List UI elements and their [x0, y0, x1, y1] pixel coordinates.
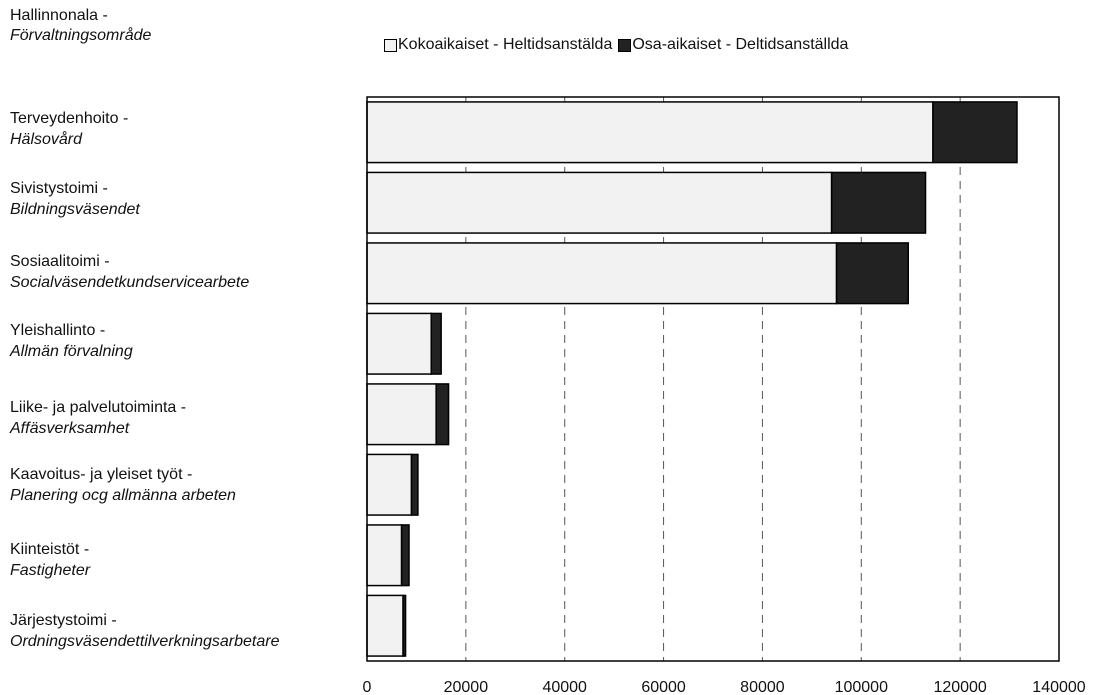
category-label: Liike- ja palvelutoiminta - Affäsverksam… [10, 397, 186, 439]
plot-frame [366, 96, 1060, 662]
category-label-sv: Hälsovård [10, 131, 83, 148]
legend-swatch-fulltime [384, 38, 397, 52]
x-tick-label: 140000 [1032, 679, 1085, 695]
x-tick-label: 120000 [933, 679, 986, 695]
legend-label-parttime: Osa-aikaiset - Deltidsanställda [632, 36, 849, 53]
legend: Kokoaikaiset - Heltidsanstälda Osa-aikai… [384, 36, 854, 54]
category-axis-title: Hallinnonala - Förvaltningsområde [10, 6, 151, 46]
bar-segment-parttime [830, 171, 927, 234]
category-label-fi: Terveydenhoito - [10, 110, 129, 127]
bar-segment-parttime [435, 383, 450, 446]
bar-segment-fulltime [366, 524, 403, 587]
bar-segment-fulltime [366, 453, 413, 516]
category-label-sv: Planering ocg allmänna arbeten [10, 487, 236, 504]
category-label-fi: Sivistystoimi - [10, 180, 108, 197]
category-label-sv: Bildningsväsendet [10, 201, 140, 218]
x-tick-label: 60000 [641, 679, 686, 695]
bar-segment-parttime [410, 453, 419, 516]
x-tick-label: 100000 [835, 679, 888, 695]
bar-segment-parttime [932, 101, 1018, 164]
category-label-fi: Sosiaalitoimi - [10, 253, 110, 270]
category-label-fi: Yleishallinto - [10, 322, 106, 339]
category-label-sv: Allmän förvalning [10, 343, 133, 360]
bar-segment-parttime [402, 594, 407, 657]
x-tick-label: 20000 [444, 679, 489, 695]
legend-item-parttime: Osa-aikaiset - Deltidsanställda [618, 36, 848, 54]
category-label-fi: Liike- ja palvelutoiminta - [10, 399, 187, 416]
bar-segment-fulltime [366, 383, 437, 446]
bar-segment-parttime [835, 242, 909, 305]
category-label-fi: Järjestystoimi - [10, 612, 117, 629]
legend-swatch-parttime [618, 38, 632, 52]
category-label: Kaavoitus- ja yleiset työt - Planering o… [10, 464, 236, 506]
category-label: Järjestystoimi - Ordningsväsendettilverk… [10, 610, 279, 652]
category-label: Sosiaalitoimi - Socialväsendetkundservic… [10, 251, 249, 293]
category-label-sv: Affäsverksamhet [10, 420, 130, 437]
x-tick-label: 40000 [542, 679, 587, 695]
category-label: Terveydenhoito - Hälsovård [10, 108, 128, 150]
category-label-fi: Kiinteistöt - [10, 541, 90, 558]
x-tick-label: 80000 [740, 679, 785, 695]
bar-segment-parttime [430, 312, 442, 375]
category-label: Sivistystoimi - Bildningsväsendet [10, 178, 140, 220]
bar-segment-fulltime [366, 242, 838, 305]
category-label: Kiinteistöt - Fastigheter [10, 539, 90, 581]
legend-label-fulltime: Kokoaikaiset - Heltidsanstälda [398, 36, 613, 53]
category-label: Yleishallinto - Allmän förvalning [10, 320, 133, 362]
category-label-sv: Socialväsendetkundservicearbete [10, 274, 250, 291]
category-label-sv: Fastigheter [10, 562, 91, 579]
bar-segment-fulltime [366, 312, 433, 375]
category-axis-title-sv: Förvaltningsområde [10, 27, 152, 44]
x-tick-label: 0 [363, 679, 372, 695]
category-axis-title-fi: Hallinnonala - [10, 7, 108, 24]
bar-segment-fulltime [366, 594, 404, 657]
legend-item-fulltime: Kokoaikaiset - Heltidsanstälda [384, 36, 612, 54]
bar-segment-fulltime [366, 171, 833, 234]
bar-segment-parttime [400, 524, 410, 587]
category-label-fi: Kaavoitus- ja yleiset työt - [10, 466, 193, 483]
category-label-sv: Ordningsväsendettilverkningsarbetare [10, 633, 280, 650]
bar-segment-fulltime [366, 101, 934, 164]
